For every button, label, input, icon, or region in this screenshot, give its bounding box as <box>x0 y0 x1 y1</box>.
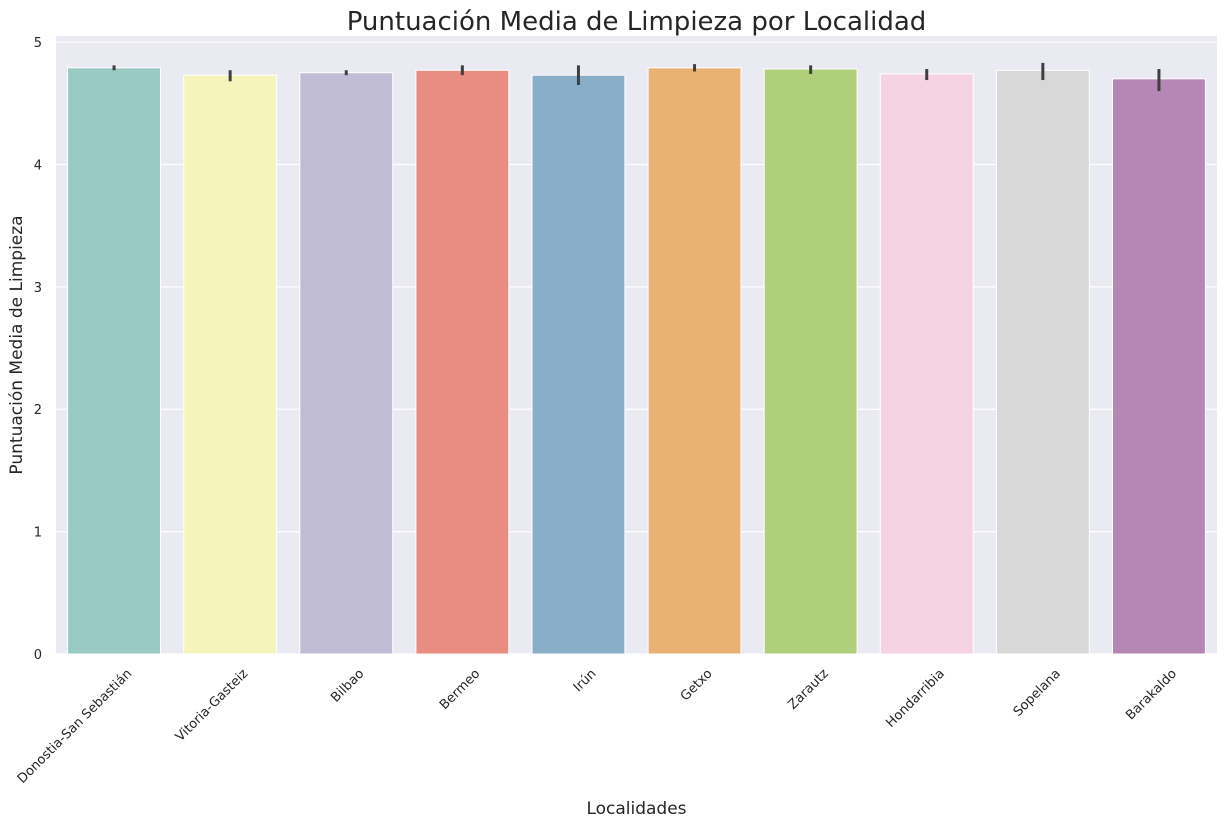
y-axis-label: Puntuación Media de Limpieza <box>7 215 27 474</box>
x-tick-label: Getxo <box>678 666 716 704</box>
bar <box>299 72 394 655</box>
bar <box>531 74 626 655</box>
x-tick-label: Sopelana <box>1011 666 1064 719</box>
chart-title: Puntuación Media de Limpieza por Localid… <box>347 7 927 37</box>
x-tick-label: Bermeo <box>437 666 483 712</box>
bar <box>647 67 742 655</box>
x-tick-label: Hondarribia <box>883 666 947 730</box>
x-tick-labels: Donostia-San Sebastián Vitoria-Gasteiz Bil… <box>15 666 1180 786</box>
y-tick-label: 4 <box>34 158 42 173</box>
bar <box>879 73 974 655</box>
x-tick-label: Bilbao <box>328 666 367 705</box>
error-bars <box>112 62 1161 92</box>
y-tick-label: 0 <box>34 648 42 663</box>
x-tick-label: Zarautz <box>785 666 831 712</box>
bar <box>1112 78 1206 655</box>
bar <box>415 69 510 655</box>
x-tick-label: Barakaldo <box>1123 666 1180 723</box>
x-tick-label: Donostia-San Sebastián <box>15 666 135 786</box>
bars <box>67 67 1206 655</box>
x-tick-label: Vitoria-Gasteiz <box>173 666 251 744</box>
bar <box>183 74 278 655</box>
y-tick-labels: 0 1 2 3 4 5 <box>34 36 42 663</box>
y-tick-label: 1 <box>34 526 42 541</box>
x-tick-label: Irún <box>571 666 600 695</box>
bar <box>995 69 1090 655</box>
y-tick-label: 2 <box>34 403 42 418</box>
bar <box>763 68 858 655</box>
y-tick-label: 3 <box>34 281 42 296</box>
x-axis-label: Localidades <box>586 799 686 819</box>
bar <box>67 67 161 655</box>
y-tick-label: 5 <box>34 36 42 51</box>
